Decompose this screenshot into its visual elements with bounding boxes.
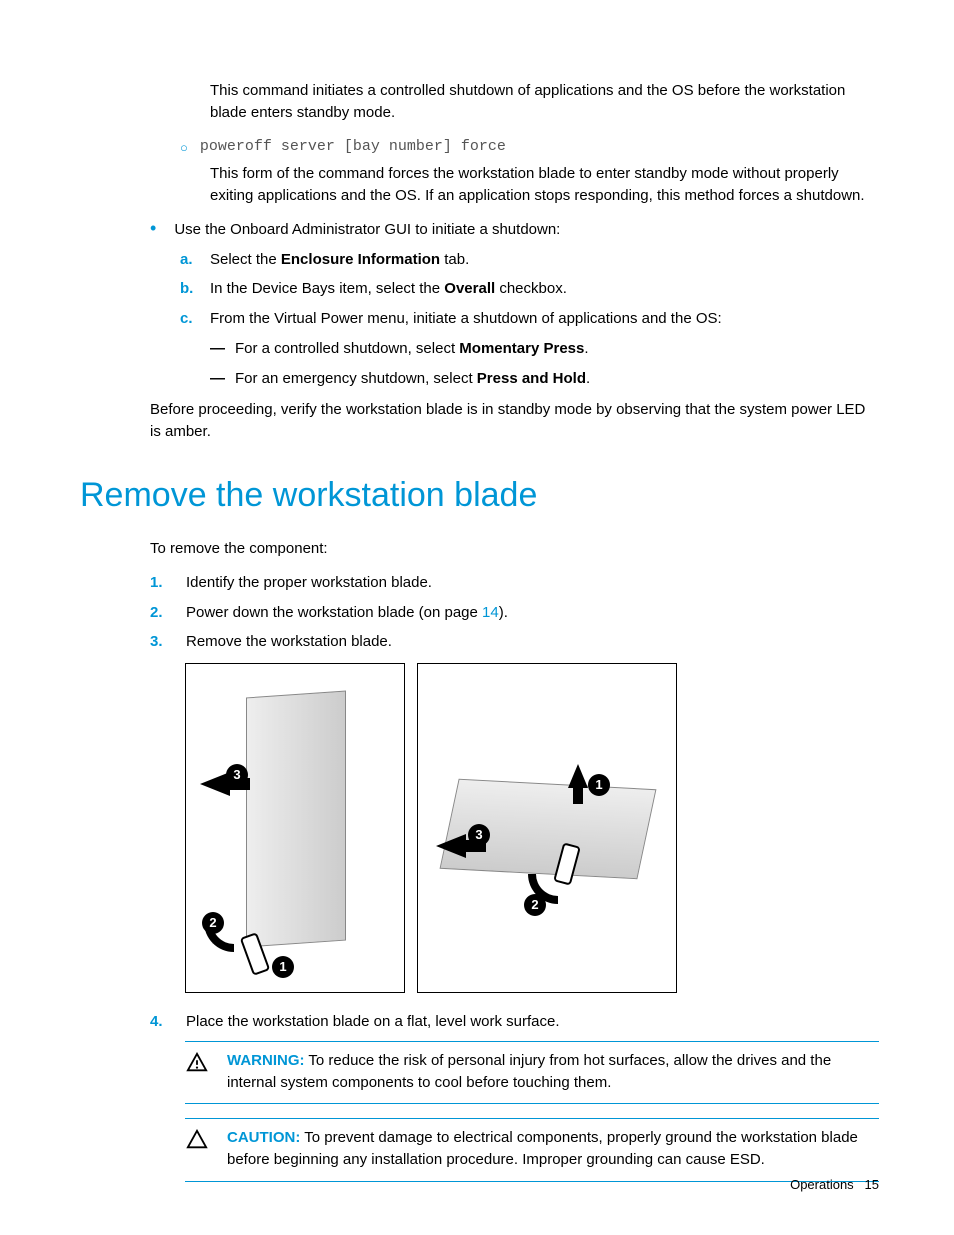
- step-b-text: In the Device Bays item, select the Over…: [210, 278, 567, 300]
- numbered-step-3: 3. Remove the workstation blade.: [150, 631, 879, 653]
- dash2-period: .: [586, 370, 590, 387]
- page-link-14[interactable]: 14: [482, 604, 499, 621]
- dash-icon: —: [210, 368, 225, 390]
- bullet-gui: • Use the Onboard Administrator GUI to i…: [150, 219, 879, 241]
- dash-1: — For a controlled shutdown, select Mome…: [210, 338, 879, 360]
- callout-2: 2: [202, 912, 224, 934]
- step-a-pre: Select the: [210, 251, 281, 268]
- bullet-icon: •: [150, 219, 156, 239]
- diagram-row: 3 2 1 1 3 2: [185, 663, 879, 993]
- footer-page-number: 15: [865, 1177, 879, 1192]
- numbered-step-1: 1. Identify the proper workstation blade…: [150, 572, 879, 594]
- arrow-up-icon: [568, 764, 588, 788]
- letter-a: a.: [180, 249, 196, 271]
- letter-b: b.: [180, 278, 196, 300]
- numbered-step-2: 2. Power down the workstation blade (on …: [150, 602, 879, 624]
- dash-2-text: For an emergency shutdown, select Press …: [235, 368, 590, 390]
- step4-text: Place the workstation blade on a flat, l…: [186, 1011, 560, 1033]
- diagram-vertical-blade: 3 2 1: [185, 663, 405, 993]
- footer-section: Operations: [790, 1177, 854, 1192]
- dash2-pre: For an emergency shutdown, select: [235, 370, 477, 387]
- warning-icon: [185, 1052, 211, 1081]
- step-b-pre: In the Device Bays item, select the: [210, 280, 444, 297]
- callout-1: 1: [272, 956, 294, 978]
- step-a-post: tab.: [440, 251, 469, 268]
- step-a-bold: Enclosure Information: [281, 251, 440, 268]
- bullet-gui-text: Use the Onboard Administrator GUI to ini…: [174, 219, 560, 241]
- warning-label: WARNING:: [227, 1052, 305, 1069]
- letter-c: c.: [180, 308, 196, 330]
- dash1-pre: For a controlled shutdown, select: [235, 340, 459, 357]
- caution-body: To prevent damage to electrical componen…: [227, 1129, 858, 1168]
- number-2: 2.: [150, 602, 168, 624]
- intro-paragraph: This command initiates a controlled shut…: [210, 80, 879, 124]
- caution-box: CAUTION: To prevent damage to electrical…: [185, 1118, 879, 1182]
- number-3: 3.: [150, 631, 168, 653]
- numbered-step-4: 4. Place the workstation blade on a flat…: [150, 1011, 879, 1033]
- number-1: 1.: [150, 572, 168, 594]
- step2-text: Power down the workstation blade (on pag…: [186, 602, 508, 624]
- step2-post: ).: [499, 604, 508, 621]
- warning-text-block: WARNING: To reduce the risk of personal …: [227, 1050, 879, 1094]
- sub-bullet-code: ○ poweroff server [bay number] force: [180, 136, 879, 158]
- step-a: a. Select the Enclosure Information tab.: [180, 249, 879, 271]
- dash1-bold: Momentary Press: [459, 340, 584, 357]
- diagram-horizontal-blade: 1 3 2: [417, 663, 677, 993]
- before-proceeding-paragraph: Before proceeding, verify the workstatio…: [150, 399, 879, 443]
- warning-box: WARNING: To reduce the risk of personal …: [185, 1041, 879, 1105]
- callout-1: 1: [588, 774, 610, 796]
- step3-text: Remove the workstation blade.: [186, 631, 392, 653]
- number-4: 4.: [150, 1011, 168, 1033]
- step-a-text: Select the Enclosure Information tab.: [210, 249, 469, 271]
- step-b-post: checkbox.: [495, 280, 567, 297]
- dash2-bold: Press and Hold: [477, 370, 586, 387]
- section-heading: Remove the workstation blade: [80, 471, 879, 520]
- step2-pre: Power down the workstation blade (on pag…: [186, 604, 482, 621]
- callout-3: 3: [226, 764, 248, 786]
- step-c: c. From the Virtual Power menu, initiate…: [180, 308, 879, 330]
- blade-shape: [246, 691, 346, 948]
- hollow-bullet-icon: ○: [180, 139, 188, 158]
- arrow-left-icon: [436, 834, 466, 858]
- dash-1-text: For a controlled shutdown, select Moment…: [235, 338, 589, 360]
- dash1-period: .: [584, 340, 588, 357]
- warning-body: To reduce the risk of personal injury fr…: [227, 1052, 831, 1091]
- callout-3: 3: [468, 824, 490, 846]
- page-footer: Operations 15: [790, 1176, 879, 1195]
- caution-label: CAUTION:: [227, 1129, 300, 1146]
- code-description: This form of the command forces the work…: [210, 163, 879, 207]
- caution-icon: [185, 1129, 211, 1158]
- step-b: b. In the Device Bays item, select the O…: [180, 278, 879, 300]
- step-b-bold: Overall: [444, 280, 495, 297]
- caution-text-block: CAUTION: To prevent damage to electrical…: [227, 1127, 879, 1171]
- callout-2: 2: [524, 894, 546, 916]
- remove-intro: To remove the component:: [150, 538, 879, 560]
- step-c-text: From the Virtual Power menu, initiate a …: [210, 308, 722, 330]
- code-command: poweroff server [bay number] force: [200, 136, 506, 158]
- dash-icon: —: [210, 338, 225, 360]
- step1-text: Identify the proper workstation blade.: [186, 572, 432, 594]
- dash-2: — For an emergency shutdown, select Pres…: [210, 368, 879, 390]
